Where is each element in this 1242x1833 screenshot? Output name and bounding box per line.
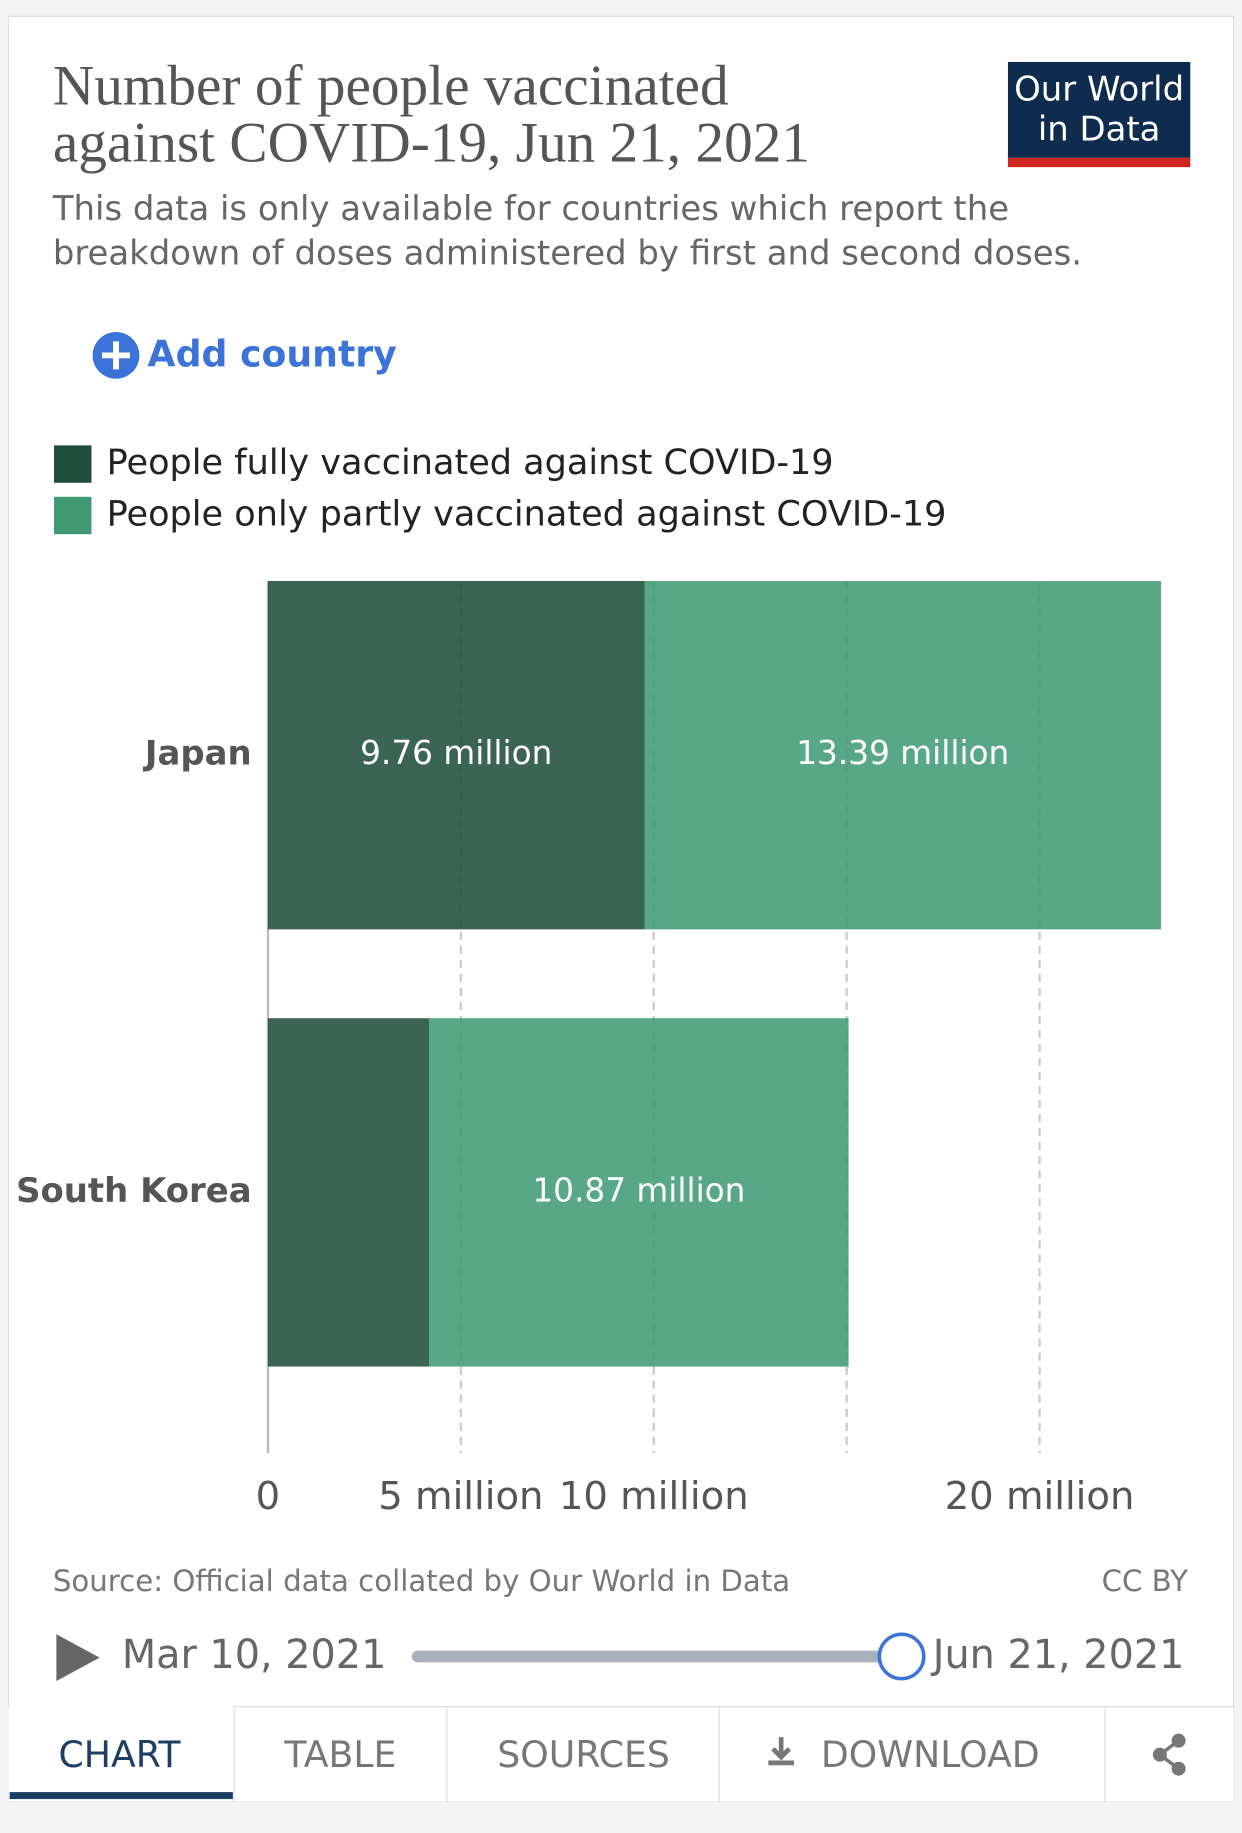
logo[interactable] — [1007, 61, 1191, 158]
bar — [644, 580, 1162, 930]
tab-bar — [8, 1706, 1234, 1802]
bar — [429, 1018, 849, 1367]
legend-label: People only partly vaccinated against CO… — [107, 494, 947, 535]
tab-borders — [233, 1706, 1234, 1802]
x-tick-label: 5 million — [378, 1474, 543, 1519]
play-button[interactable] — [56, 1634, 100, 1682]
tab[interactable]: CHART — [59, 1733, 182, 1776]
x-tick-label: 10 million — [559, 1474, 749, 1519]
bar — [267, 1018, 430, 1367]
legend-swatch — [54, 445, 92, 483]
data-label: 9.76 million — [360, 734, 552, 772]
data-label: 13.39 million — [796, 734, 1009, 772]
tab[interactable]: DOWNLOAD — [821, 1733, 1040, 1776]
tab[interactable]: TABLE — [283, 1733, 396, 1776]
logo-text: in Data — [1038, 109, 1161, 148]
add-plus — [101, 341, 131, 370]
timeline-handle[interactable] — [877, 1632, 926, 1681]
logo-text: Our World — [1014, 70, 1184, 109]
subtitle: This data is only available for countrie… — [52, 189, 1009, 228]
tab[interactable]: SOURCES — [497, 1733, 670, 1776]
logo-stripe — [1007, 157, 1191, 168]
legend-swatch — [54, 496, 92, 535]
bar — [267, 580, 645, 930]
source: Source: Official data collated by Our Wo… — [53, 1564, 790, 1598]
x-tick-label: 20 million — [945, 1474, 1135, 1519]
license[interactable]: CC BY — [1102, 1564, 1189, 1598]
plot: People fully vaccinated against COVID-19… — [16, 442, 1162, 1519]
y-tick-label: South Korea — [16, 1171, 251, 1210]
timeline-end: Jun 21, 2021 — [930, 1632, 1185, 1678]
timeline-start: Mar 10, 2021 — [122, 1632, 387, 1678]
share-icon[interactable] — [1152, 1733, 1186, 1776]
tab-active — [9, 1792, 233, 1800]
subtitle: breakdown of doses administered by first… — [53, 233, 1082, 272]
title: Number of people vaccinated — [53, 54, 729, 117]
download-icon — [768, 1737, 795, 1766]
data-label: 10.87 million — [532, 1171, 745, 1209]
add-country[interactable]: Add country — [148, 333, 397, 376]
y-tick-label: Japan — [143, 734, 252, 773]
title: against COVID-19, Jun 21, 2021 — [53, 112, 810, 175]
x-tick-label: 0 — [256, 1474, 281, 1519]
legend-label: People fully vaccinated against COVID-19 — [107, 442, 834, 483]
